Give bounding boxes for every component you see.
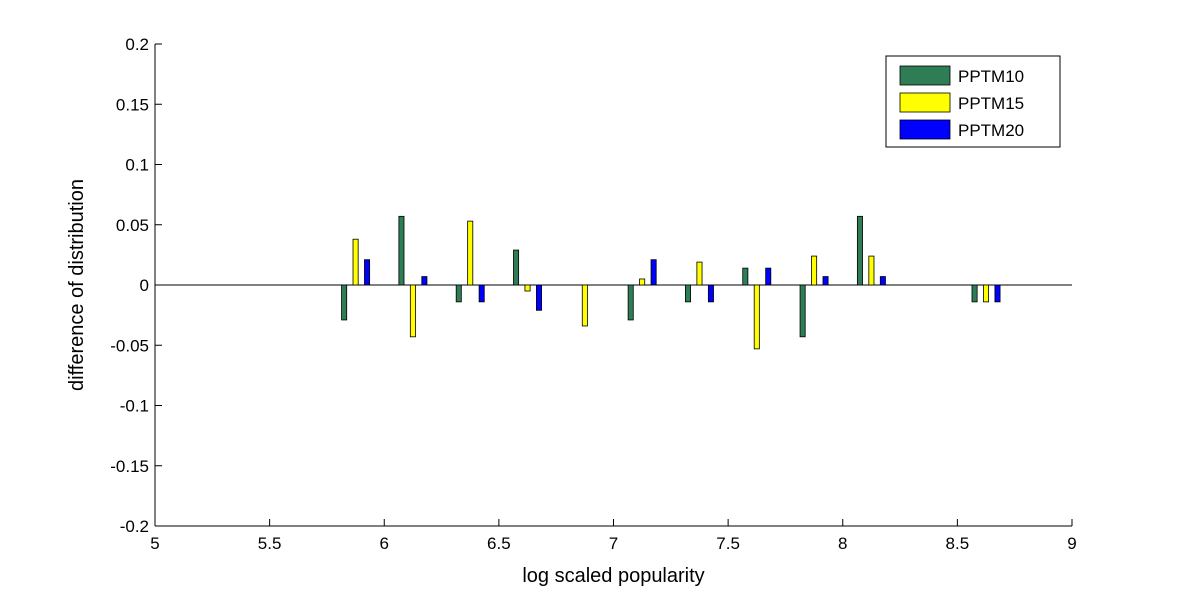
y-tick-label: 0.1 <box>125 156 149 175</box>
bar-pptm20 <box>994 284 1001 303</box>
bar-pptm15 <box>811 255 818 286</box>
legend: PPTM10 PPTM15 PPTM20 <box>885 55 1061 148</box>
bar-pptm20 <box>879 276 886 286</box>
y-tick-label: -0.05 <box>110 336 149 355</box>
bar-pptm15 <box>581 284 588 327</box>
legend-swatch <box>899 65 951 86</box>
y-tick-label: -0.2 <box>120 517 149 536</box>
legend-swatch <box>899 92 951 113</box>
x-tick-label: 9 <box>1067 534 1076 553</box>
bars <box>155 215 1072 350</box>
y-tick-label: 0.05 <box>116 216 149 235</box>
x-tick-label: 5.5 <box>258 534 282 553</box>
bar-pptm20 <box>478 284 485 303</box>
x-tick-label: 6.5 <box>487 534 511 553</box>
bar-pptm10 <box>398 215 405 286</box>
bar-pptm15 <box>868 255 875 286</box>
y-tick-label: -0.1 <box>120 397 149 416</box>
bar-pptm15 <box>352 238 359 286</box>
bar-pptm20 <box>650 259 657 286</box>
bar-pptm15 <box>524 284 531 292</box>
bar-pptm20 <box>707 284 714 303</box>
x-tick-label: 5 <box>150 534 159 553</box>
bar-pptm15 <box>639 278 646 286</box>
bar-pptm15 <box>409 284 416 338</box>
bar-pptm10 <box>799 284 806 338</box>
bar-pptm20 <box>822 276 829 286</box>
y-tick-label: 0 <box>140 276 149 295</box>
y-tick-label: 0.2 <box>125 35 149 54</box>
y-axis-label: difference of distribution <box>66 179 88 391</box>
bar-pptm20 <box>765 267 772 286</box>
bar-pptm20 <box>364 259 371 286</box>
x-tick-label: 8 <box>838 534 847 553</box>
bar-pptm20 <box>421 276 428 286</box>
bar-pptm10 <box>455 284 462 303</box>
bar-pptm15 <box>696 261 703 286</box>
bar-pptm10 <box>971 284 978 303</box>
x-tick-label: 6 <box>380 534 389 553</box>
bar-pptm15 <box>467 220 474 286</box>
bar-pptm15 <box>983 284 990 303</box>
bar-pptm20 <box>536 284 542 311</box>
legend-label: PPTM15 <box>958 94 1024 113</box>
bar-pptm10 <box>513 249 520 286</box>
bar-pptm10 <box>856 215 863 286</box>
bar-pptm10 <box>685 284 691 303</box>
bar-pptm10 <box>627 284 634 321</box>
bar-pptm10 <box>341 284 348 321</box>
x-tick-label: 7 <box>609 534 618 553</box>
legend-swatch <box>899 119 951 140</box>
x-axis-label: log scaled popularity <box>522 565 704 587</box>
legend-label: PPTM10 <box>958 67 1024 86</box>
x-tick-label: 8.5 <box>946 534 970 553</box>
y-tick-label: 0.15 <box>116 95 149 114</box>
bar-pptm15 <box>753 284 760 350</box>
y-tick-label: -0.15 <box>110 457 149 476</box>
x-tick-label: 7.5 <box>716 534 740 553</box>
legend-label: PPTM20 <box>958 121 1024 140</box>
bar-pptm10 <box>742 267 749 286</box>
axes: -0.2 -0.15 -0.1 -0.05 0 0.05 0.1 0.15 0.2 5 5.5 6 6.… <box>110 35 1076 553</box>
